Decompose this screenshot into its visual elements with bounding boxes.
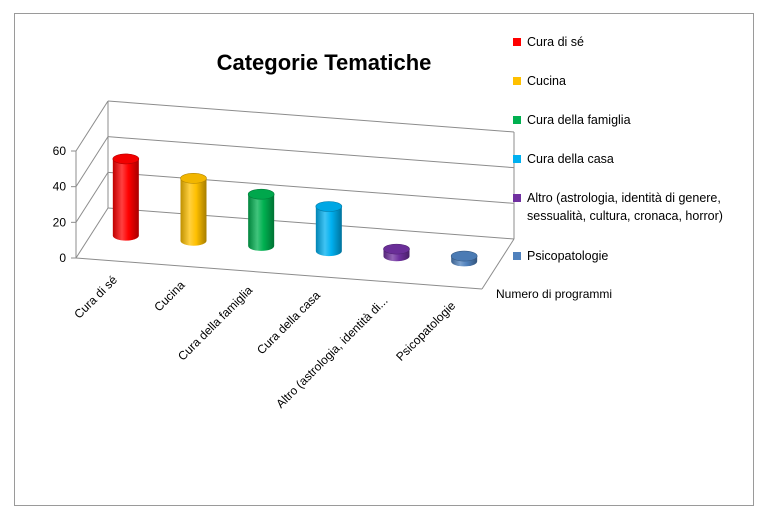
legend: Cura di sé Cucina Cura della famiglia Cura … (513, 35, 723, 263)
axes (71, 150, 515, 290)
legend-swatch (513, 38, 521, 46)
legend-swatch (513, 116, 521, 124)
legend-item: Cucina (513, 74, 566, 88)
bar-body (315, 206, 342, 257)
bar-4 (383, 243, 410, 262)
side-gridline (75, 172, 109, 223)
gridline (107, 171, 515, 204)
y-tick-label: 0 (59, 251, 66, 265)
bar-body (112, 158, 139, 241)
legend-label: Cura della casa (527, 152, 614, 166)
legend-item: Cura di sé (513, 35, 584, 49)
side-gridline (75, 100, 109, 152)
legend-label: Cura di sé (527, 35, 584, 49)
legend-swatch (513, 77, 521, 85)
legend-label: Psicopatologie (527, 249, 608, 263)
gridline (107, 207, 515, 240)
bar-top (383, 243, 410, 255)
legend-item: Cura della famiglia (513, 113, 631, 127)
category-label: Psicopatologie (393, 298, 458, 363)
legend-label: sessualità, cultura, cronaca, horror) (527, 209, 723, 223)
side-gridline (75, 136, 109, 187)
y-tick-label: 60 (53, 144, 67, 158)
y-tick-label: 40 (53, 180, 67, 194)
series-label: Numero di programmi (496, 287, 612, 301)
gridline (107, 136, 515, 169)
chart-frame (14, 13, 754, 506)
legend-label: Cucina (527, 74, 566, 88)
bars (112, 153, 478, 267)
bar-2 (247, 188, 275, 251)
bar-1 (180, 173, 207, 246)
category-label: Cucina (151, 278, 188, 315)
legend-item: Psicopatologie (513, 249, 608, 263)
legend-item: Altro (astrologia, identità di genere, se… (513, 191, 723, 223)
legend-swatch (513, 194, 521, 202)
bar-body (248, 194, 275, 251)
grid (75, 100, 515, 259)
side-gridline (75, 207, 109, 259)
bar-top (112, 153, 140, 165)
legend-label: Cura della famiglia (527, 113, 631, 127)
bar-3 (315, 201, 343, 257)
bar-top (450, 250, 478, 262)
bar-body (180, 178, 207, 246)
bar-0 (112, 153, 140, 241)
legend-swatch (513, 252, 521, 260)
legend-item: Cura della casa (513, 152, 614, 166)
legend-label: Altro (astrologia, identità di genere, (527, 191, 721, 205)
legend-swatch (513, 155, 521, 163)
floor-right-edge (481, 238, 515, 290)
chart-title: Categorie Tematiche (217, 50, 432, 75)
category-label: Cura della famiglia (175, 283, 255, 363)
y-tick-label: 20 (53, 215, 67, 229)
bar-top (315, 201, 343, 212)
gridline (107, 100, 515, 133)
category-label: Cura di sé (71, 273, 120, 322)
bar-top (247, 188, 275, 200)
category-axis (75, 257, 483, 290)
category-label: Cura della casa (254, 288, 323, 357)
bar-5 (450, 250, 478, 267)
bar-top (180, 173, 207, 184)
